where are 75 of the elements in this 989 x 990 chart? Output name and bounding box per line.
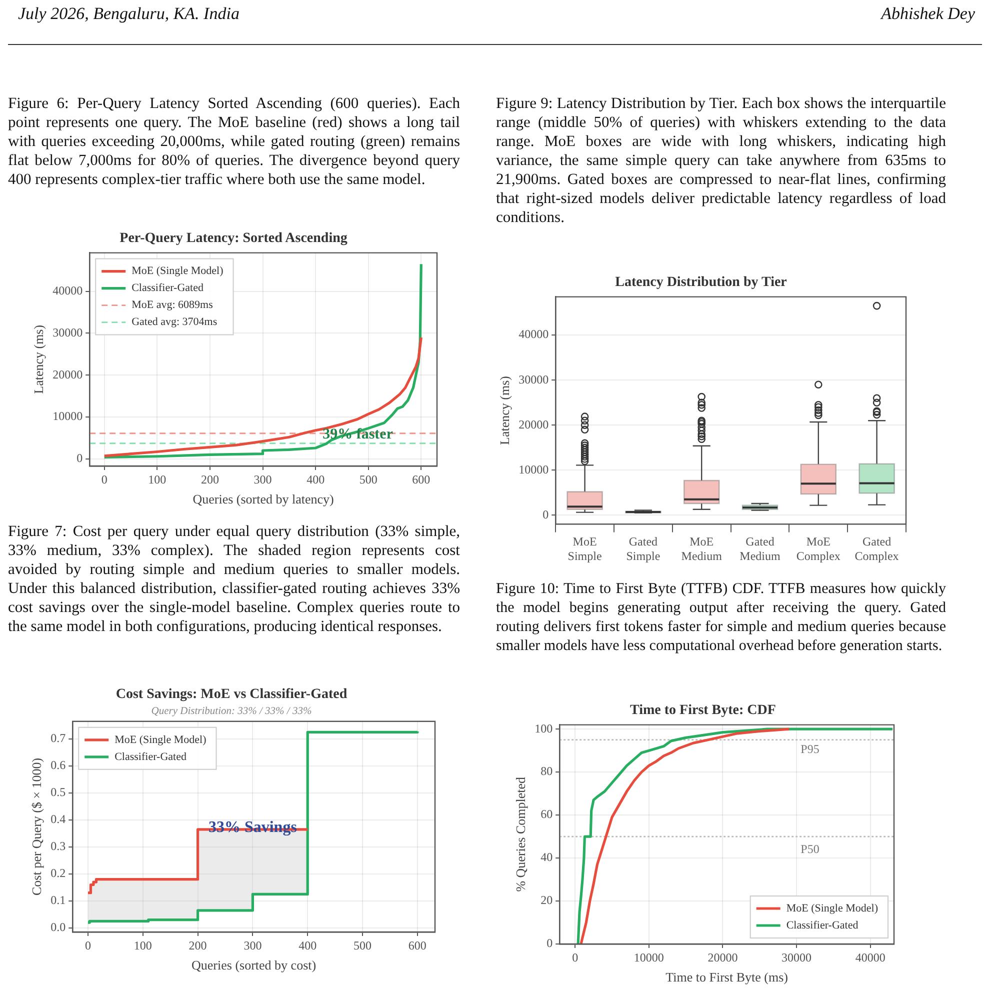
y-tick-label: 30000: [52, 325, 83, 340]
x-tick-label: 200: [200, 472, 219, 486]
caption: Figure 9: Latency Distribution by Tier. Each box shows the interquartile range (middle 50% of queries) with whiskers extending to the data range. MoE boxes are wide with long whiskers, indicating high variance, the same simple query can take anywhere from 635ms to 21,900ms. Gated boxes are compressed to near-flat lines, confirming that right-sized models deliver predictable latency regardless of load conditions.: [496, 94, 946, 227]
legend-label: MoE (Single Model): [114, 734, 207, 746]
y-tick-label: 0.1: [50, 893, 66, 908]
chart-title: Cost Savings: MoE vs Classifier-Gated: [116, 687, 348, 702]
x-tick-label: 300: [244, 938, 262, 952]
legend-label: Classifier-Gated: [132, 282, 204, 294]
x-tick-label: 0: [101, 472, 108, 486]
chart-title: Per-Query Latency: Sorted Ascending: [120, 231, 348, 246]
x-axis-title: Time to First Byte (ms): [666, 970, 788, 985]
chart-title: Time to First Byte: CDF: [630, 703, 776, 718]
legend-label: MoE (Single Model): [132, 265, 224, 278]
y-tick-label: 0.0: [50, 920, 66, 934]
x-tick-label: MoE Simple: [568, 534, 602, 563]
x-tick-label: MoE Complex: [796, 534, 840, 563]
x-tick-label: Gated Medium: [740, 534, 781, 563]
y-axis-title: Latency (ms): [497, 376, 512, 445]
y-tick-label: 10000: [52, 409, 83, 424]
x-axis-title: Queries (sorted by cost): [192, 958, 316, 973]
y-tick-label: 20000: [52, 367, 83, 382]
y-tick-label: 0.7: [50, 731, 66, 746]
y-tick-label: 40000: [518, 327, 549, 342]
y-tick-label: 40000: [52, 283, 83, 298]
legend-label: MoE avg: 6089ms: [132, 299, 213, 312]
y-tick-label: 0.4: [50, 812, 66, 826]
x-axis-title: Queries (sorted by latency): [192, 492, 334, 507]
annotation: P50: [800, 841, 820, 858]
y-tick-label: 0.5: [50, 785, 66, 800]
y-axis-title: % Queries Completed: [513, 776, 528, 892]
y-axis-title: Latency (ms): [31, 324, 46, 394]
text: Abhishek Dey: [879, 4, 975, 23]
x-tick-label: MoE Medium: [681, 534, 723, 563]
x-tick-label: 20000: [708, 950, 738, 964]
legend-label: Gated avg: 3704ms: [132, 316, 218, 328]
legend-label: Classifier-Gated: [114, 750, 187, 763]
y-tick-label: 10000: [518, 462, 549, 476]
x-tick-label: 0: [572, 950, 578, 964]
chart-subtitle: Query Distribution: 33% / 33% / 33%: [151, 706, 312, 717]
text: July 2026, Bengaluru, KA. India: [18, 4, 240, 23]
x-tick-label: 400: [298, 938, 317, 952]
x-tick-label: 40000: [855, 950, 886, 964]
y-tick-label: 100: [534, 721, 553, 736]
legend-label: MoE (Single Model): [786, 902, 878, 914]
x-tick-label: 300: [254, 472, 272, 486]
x-tick-label: 500: [359, 472, 378, 486]
x-tick-label: 100: [148, 472, 166, 486]
caption: Figure 6: Per-Query Latency Sorted Ascending (600 queries). Each point represents one query. The MoE baseline (red) shows a long tail with queries exceeding 20,000ms, while gated routing (green) remains flat below 7,000ms for 80% of queries. The divergence beyond query 400 represents complex-tier traffic where both use the same model.: [8, 94, 460, 189]
y-tick-label: 60: [540, 807, 553, 822]
x-tick-label: 30000: [782, 950, 812, 964]
y-tick-label: 0.3: [50, 839, 66, 854]
y-tick-label: 0.6: [50, 758, 66, 772]
y-tick-label: 0: [542, 507, 549, 522]
y-tick-label: 0: [76, 451, 83, 466]
y-tick-label: 20: [540, 893, 553, 908]
caption: Figure 10: Time to First Byte (TTFB) CDF. TTFB measures how quickly the model begins generating output after receiving the query. Gated routing delivers first tokens faster for simple and medium queries because smaller models have less computational overhead before generation starts.: [496, 580, 946, 656]
x-tick-label: Gated Simple: [626, 534, 660, 563]
x-tick-label: 100: [134, 938, 152, 952]
annotation: P95: [800, 741, 820, 758]
x-tick-label: 200: [188, 938, 207, 952]
caption: Figure 7: Cost per query under equal query distribution (33% simple, 33% medium, 33% complex). The shaded region represents cost avoided by routing simple and medium queries to smaller models. Under this balanced distribution, classifier-gated routing achieves 33% cost savings over the single-model baseline. Complex queries route to the same model in both configurations, producing identical responses.: [8, 522, 460, 636]
y-tick-label: 80: [540, 764, 553, 778]
y-tick-label: 0.2: [50, 866, 66, 880]
y-tick-label: 20000: [518, 417, 549, 432]
legend-label: Classifier-Gated: [786, 919, 859, 932]
x-tick-label: 600: [408, 938, 426, 952]
y-tick-label: 40: [540, 850, 553, 864]
y-tick-label: 30000: [518, 372, 549, 386]
x-tick-label: 400: [306, 472, 325, 486]
chart-title: Latency Distribution by Tier: [615, 275, 787, 290]
x-tick-label: Gated Complex: [854, 534, 899, 563]
y-axis-title: Cost per Query ($ × 1000): [29, 758, 44, 896]
x-tick-label: 10000: [634, 950, 664, 964]
x-tick-label: 500: [354, 938, 372, 952]
x-tick-label: 600: [412, 472, 430, 486]
